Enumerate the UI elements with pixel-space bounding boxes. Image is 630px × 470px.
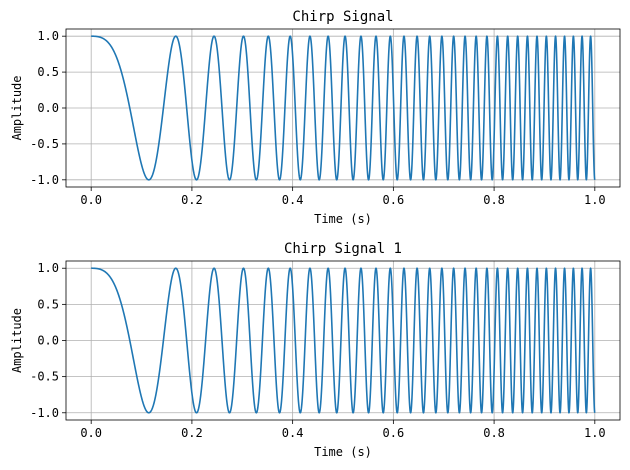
- y-tick-label: 1.0: [37, 29, 59, 43]
- series-line-chirp: [90, 267, 596, 414]
- y-tick-label: -0.5: [30, 370, 59, 384]
- y-tick-label: -1.0: [30, 406, 59, 420]
- chart-title: Chirp Signal 1: [284, 241, 402, 257]
- x-tick-label: 0.6: [383, 426, 405, 440]
- y-tick-label: 1.0: [37, 261, 59, 275]
- x-tick-label: 0.0: [80, 426, 102, 440]
- chart-panel-top: 0.0 0.2 0.4 0.6 0.8 1.0 1.0 0.5 0.0 -0.5 -1.0 Chirp…: [10, 9, 621, 226]
- x-tick-label: 0.8: [483, 193, 505, 207]
- x-tick-label: 0.6: [383, 193, 405, 207]
- x-tick-label: 0.4: [282, 193, 304, 207]
- chart-panel-bottom: 0.0 0.2 0.4 0.6 0.8 1.0 1.0 0.5 0.0 -0.5 -1.0 Chirp…: [10, 241, 621, 459]
- x-tick-label: 0.2: [181, 426, 203, 440]
- y-axis-label: Amplitude: [10, 308, 24, 373]
- x-tick-label: 0.2: [181, 193, 203, 207]
- y-tick-label: -0.5: [30, 137, 59, 151]
- x-tick-label: 1.0: [584, 193, 606, 207]
- y-tick-label: 0.5: [37, 65, 59, 79]
- chart-title: Chirp Signal: [292, 9, 393, 25]
- x-axis-label: Time (s): [314, 445, 372, 459]
- y-tick-label: -1.0: [30, 173, 59, 187]
- x-axis-label: Time (s): [314, 212, 372, 226]
- y-tick-label: 0.0: [37, 101, 59, 115]
- x-tick-label: 0.8: [483, 426, 505, 440]
- series-line-chirp: [90, 35, 596, 181]
- y-tick-label: 0.5: [37, 297, 59, 311]
- y-tick-label: 0.0: [37, 334, 59, 348]
- x-tick-label: 1.0: [584, 426, 606, 440]
- x-tick-label: 0.4: [282, 426, 304, 440]
- x-tick-label: 0.0: [80, 193, 102, 207]
- y-axis-label: Amplitude: [10, 75, 24, 140]
